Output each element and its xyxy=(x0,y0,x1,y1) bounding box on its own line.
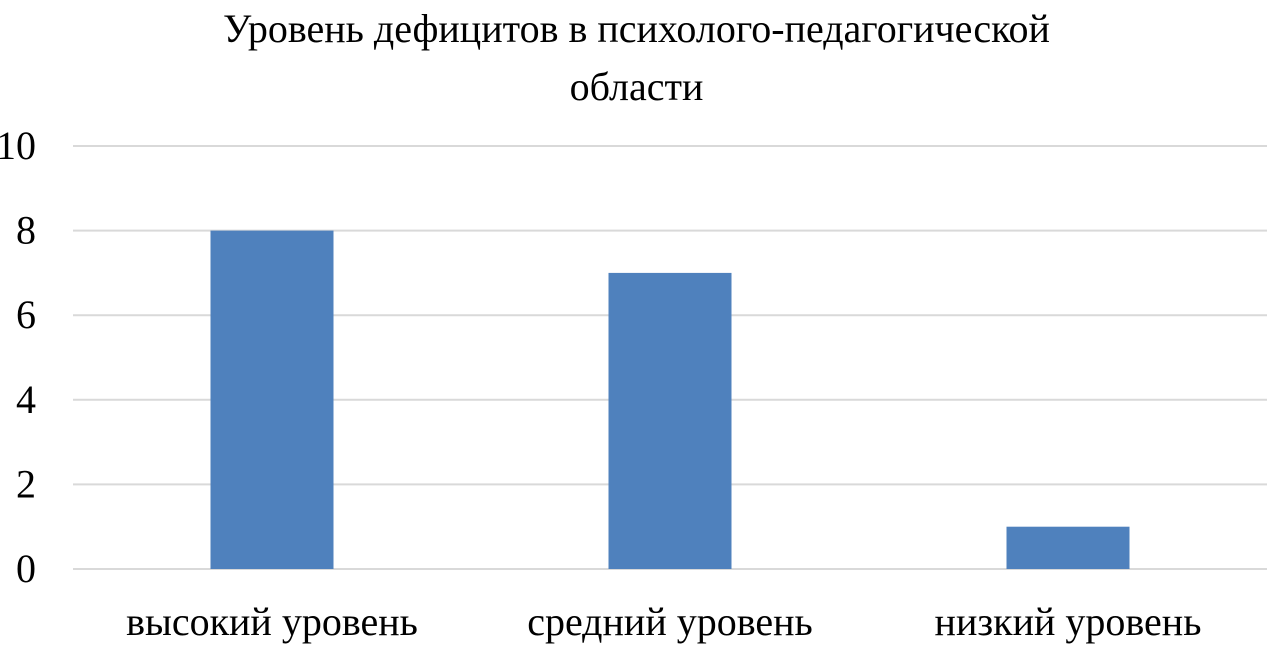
y-tick-label: 10 xyxy=(0,123,36,168)
chart-title-line-2: области xyxy=(569,64,704,109)
bar xyxy=(210,230,334,569)
y-tick-label: 0 xyxy=(16,546,36,591)
x-tick-label: средний уровень xyxy=(527,599,813,644)
y-tick-label: 8 xyxy=(16,208,36,253)
y-tick-label: 6 xyxy=(16,292,36,337)
bar xyxy=(1006,526,1130,569)
y-tick-label: 4 xyxy=(16,377,36,422)
chart-title: Уровень дефицитов в психолого-педагогиче… xyxy=(0,0,1273,116)
x-tick-label: низкий уровень xyxy=(935,599,1202,644)
y-tick-label: 2 xyxy=(16,461,36,506)
bar xyxy=(608,272,732,569)
x-tick-label: высокий уровень xyxy=(126,599,418,644)
chart-title-line-1: Уровень дефицитов в психолого-педагогиче… xyxy=(223,6,1050,51)
